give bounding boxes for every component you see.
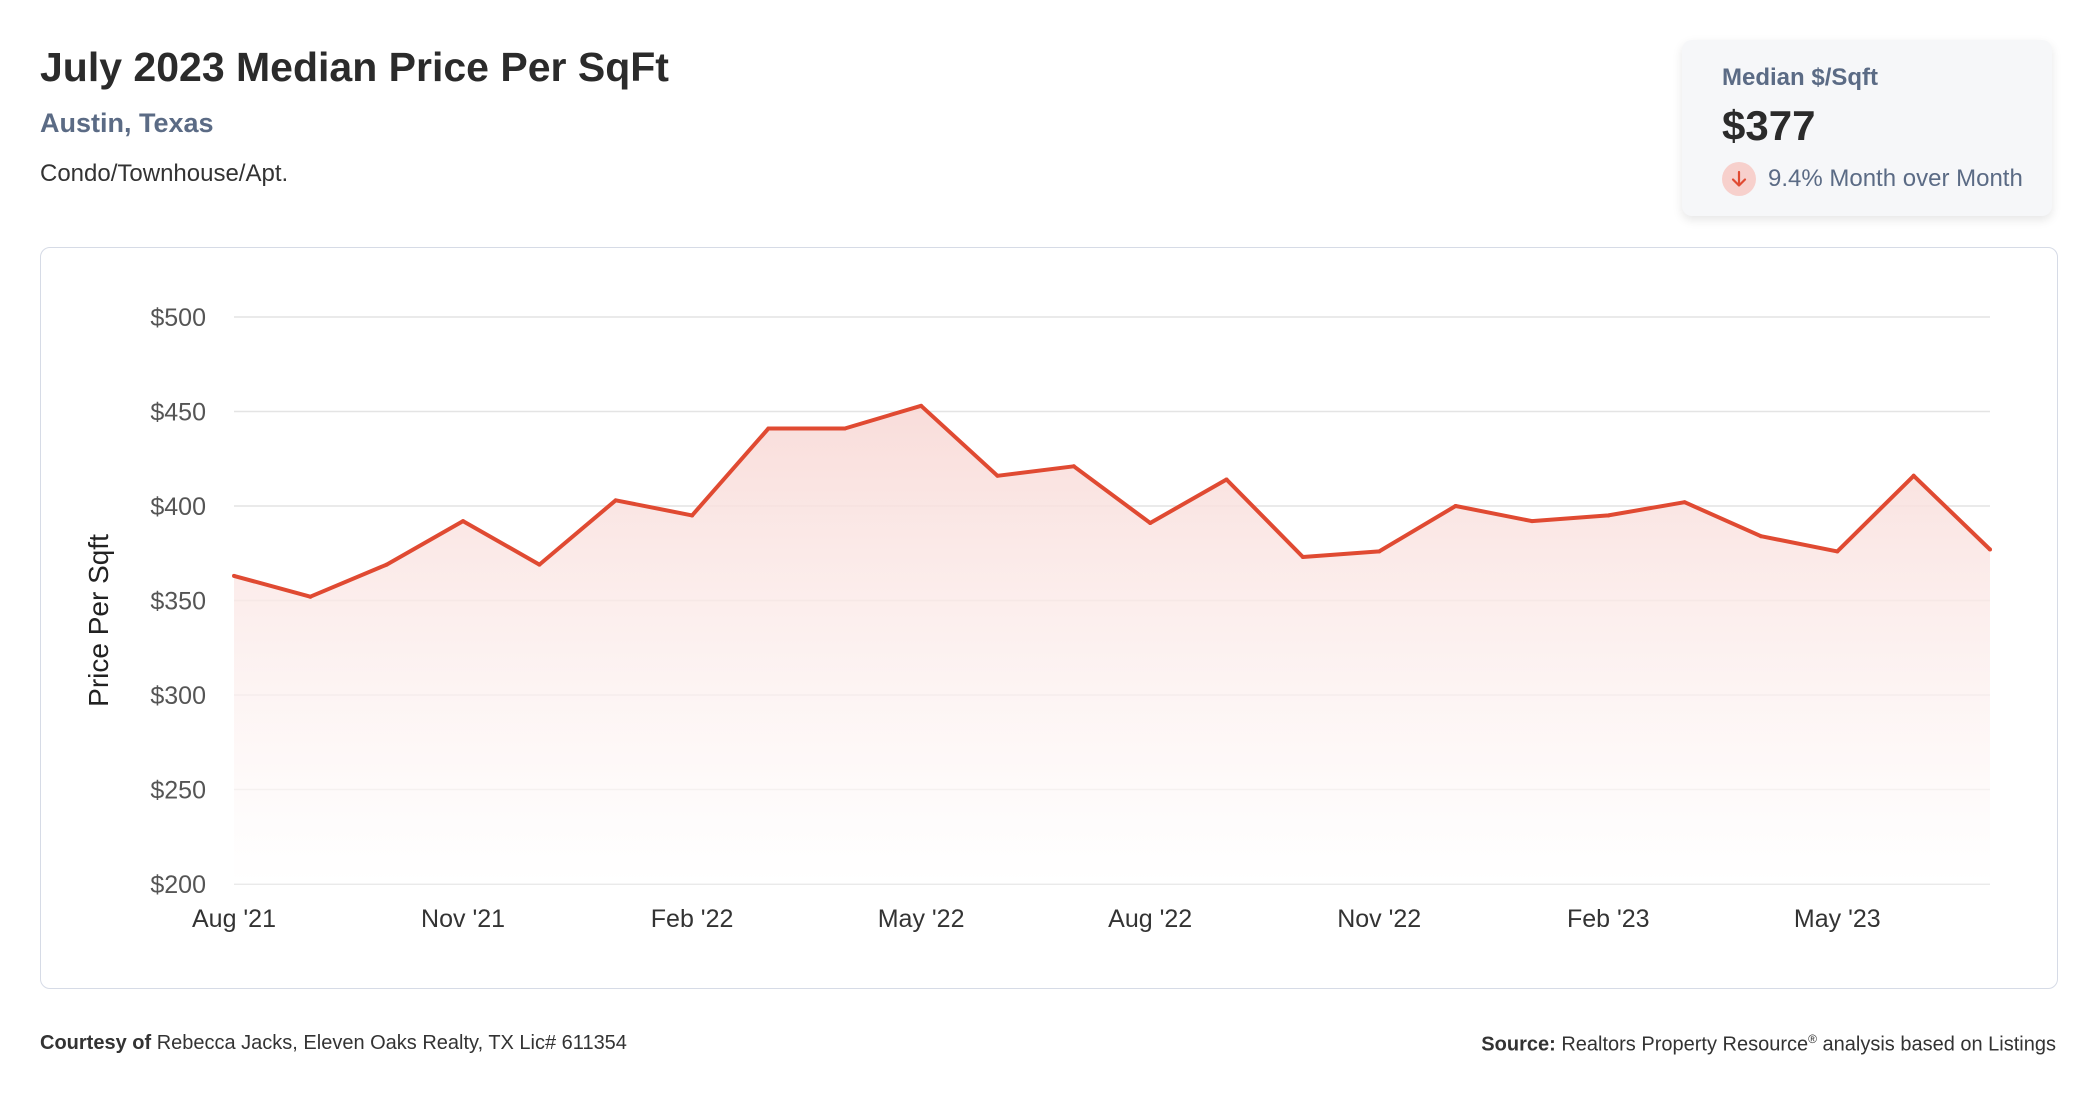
data-point: [537, 562, 542, 567]
y-tick-label: $400: [150, 493, 206, 521]
data-point: [1682, 500, 1687, 505]
courtesy-label: Courtesy of: [40, 1032, 152, 1054]
x-tick-label: Feb '22: [651, 905, 734, 933]
page-title: July 2023 Median Price Per SqFt: [40, 44, 669, 90]
data-point: [766, 426, 771, 431]
source-name: Realtors Property Resource: [1561, 1033, 1809, 1056]
y-tick-label: $200: [150, 871, 206, 899]
source-label: Source:: [1481, 1033, 1556, 1056]
y-tick-label: $250: [150, 777, 206, 805]
source-footer: Source: Realtors Property Resource® anal…: [1481, 1032, 2056, 1057]
property-type-label: Condo/Townhouse/Apt.: [40, 160, 289, 187]
y-axis-label: Price Per Sqft: [83, 534, 114, 707]
location-subtitle: Austin, Texas: [40, 108, 214, 138]
source-rest: analysis based on Listings: [1822, 1033, 2056, 1056]
data-point: [1911, 473, 1916, 478]
data-point: [1606, 513, 1611, 518]
area-fill: [234, 405, 1990, 884]
data-point: [1529, 519, 1534, 524]
data-point: [1071, 464, 1076, 469]
data-point: [1835, 549, 1840, 554]
x-tick-label: Aug '21: [192, 905, 276, 933]
data-point: [613, 498, 618, 503]
courtesy-text: Rebecca Jacks, Eleven Oaks Realty, TX Li…: [156, 1032, 627, 1054]
data-point: [384, 562, 389, 567]
stat-label: Median $/Sqft: [1722, 64, 1879, 91]
y-tick-label: $450: [150, 399, 206, 427]
price-per-sqft-chart: $200 $250 $300 $350 $400 $450 $500 Aug '21 Nov '…: [83, 304, 1992, 933]
data-point: [232, 573, 236, 578]
stat-change: 9.4% Month over Month: [1722, 162, 2023, 196]
y-tick-label: $350: [150, 588, 206, 616]
stat-value: $377: [1722, 102, 1816, 149]
data-point: [1300, 555, 1305, 560]
data-point: [842, 426, 847, 431]
data-point: [995, 473, 1000, 478]
series-line: [233, 403, 1992, 599]
x-tick-label: Aug '22: [1108, 905, 1192, 933]
x-tick-label: May '22: [878, 905, 965, 933]
x-tick-label: May '23: [1794, 905, 1881, 933]
arrow-down-icon: [1722, 162, 1756, 196]
data-point: [1377, 549, 1382, 554]
courtesy-footer: Courtesy of Rebecca Jacks, Eleven Oaks R…: [40, 1032, 627, 1055]
data-point: [1148, 521, 1153, 526]
median-stat-card: Median $/Sqft $377 9.4% Month over Month: [1682, 40, 2052, 216]
y-tick-label: $500: [150, 304, 206, 332]
data-point: [1224, 477, 1229, 482]
data-point: [1758, 534, 1763, 539]
data-point: [308, 594, 313, 599]
x-tick-label: Feb '23: [1567, 905, 1650, 933]
x-tick-label: Nov '21: [421, 905, 505, 933]
data-point: [1988, 547, 1992, 552]
data-point: [919, 403, 924, 408]
data-point: [690, 513, 695, 518]
stat-change-text: 9.4% Month over Month: [1768, 165, 2023, 192]
x-tick-label: Nov '22: [1337, 905, 1421, 933]
data-point: [461, 519, 466, 524]
data-point: [1453, 504, 1458, 508]
registered-mark: ®: [1808, 1032, 1817, 1046]
y-tick-label: $300: [150, 682, 206, 710]
